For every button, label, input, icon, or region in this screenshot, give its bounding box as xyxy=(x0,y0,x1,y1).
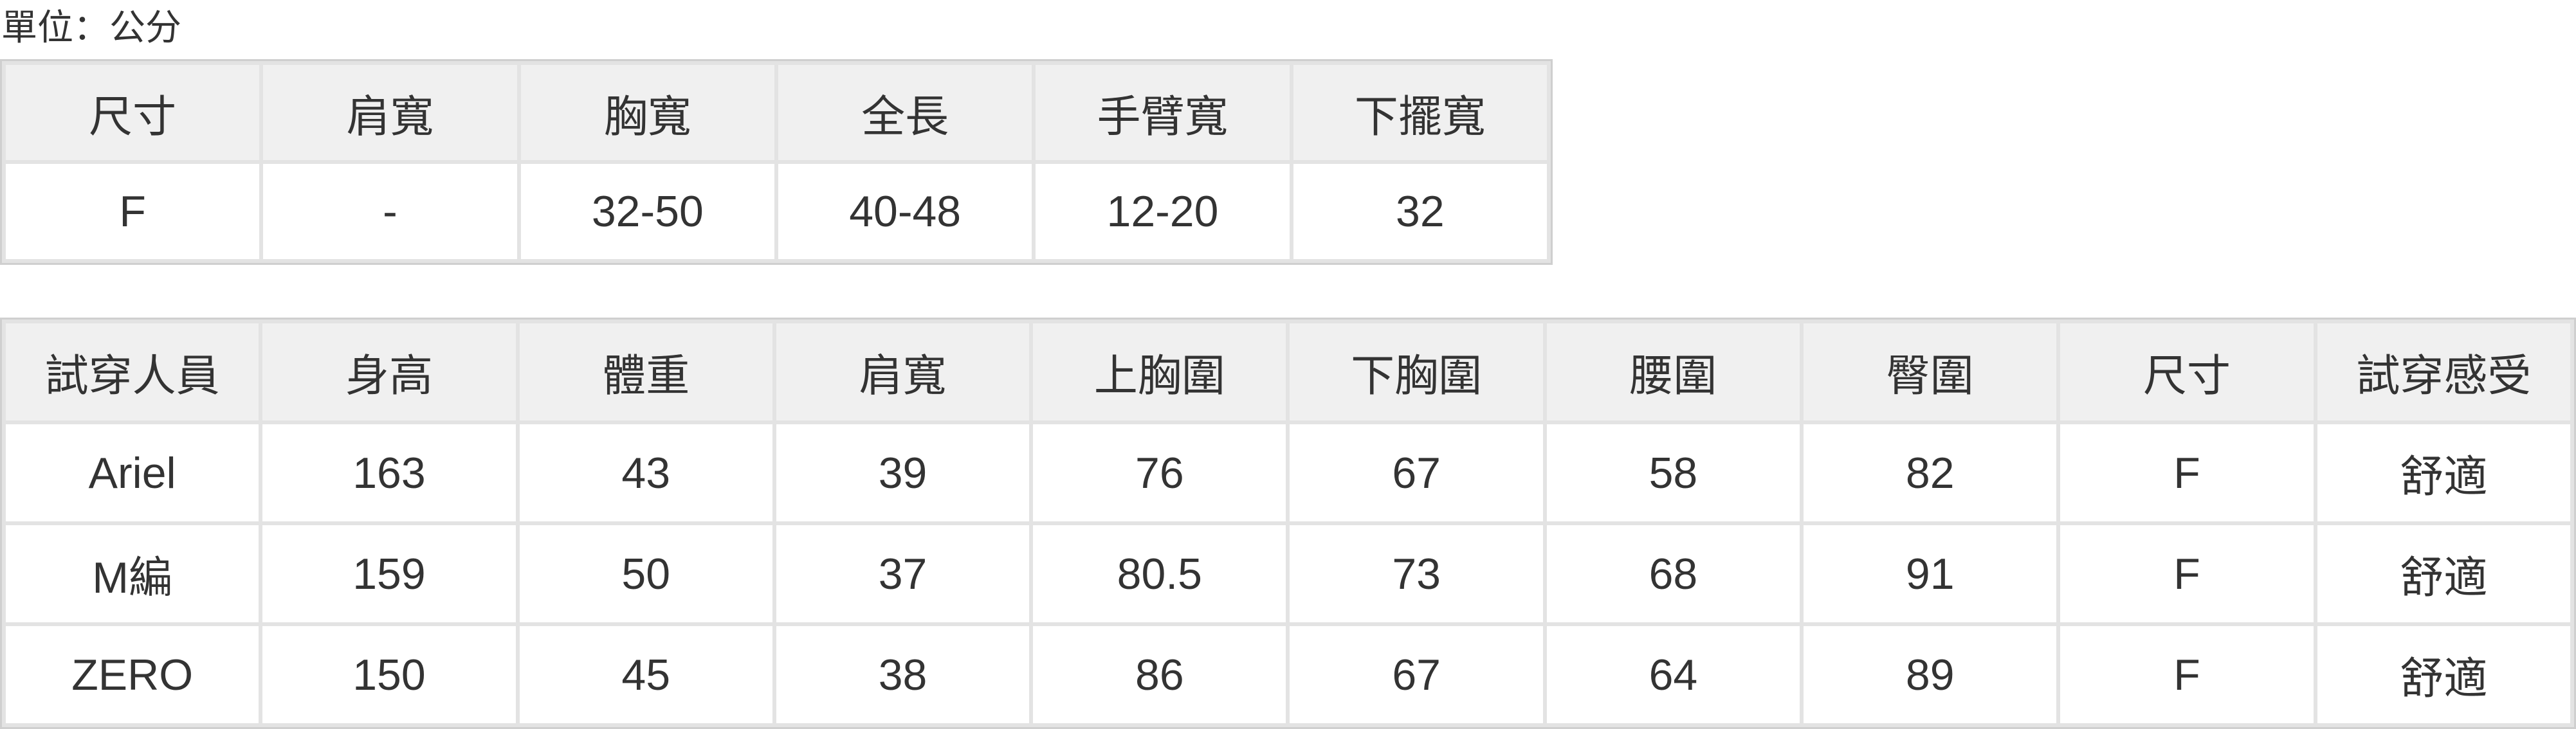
table-cell: 舒適 xyxy=(2317,525,2570,622)
column-header: 體重 xyxy=(519,323,772,420)
column-header: 肩寬 xyxy=(776,323,1030,420)
column-header: 臀圍 xyxy=(1804,323,2057,420)
table-cell: 39 xyxy=(776,424,1030,521)
column-header: 身高 xyxy=(262,323,516,420)
table-cell: F xyxy=(2060,424,2314,521)
column-header: 尺寸 xyxy=(6,65,260,160)
table-cell: 32 xyxy=(1293,164,1547,259)
table-cell: 37 xyxy=(776,525,1030,622)
table-row: F -32-50 40-48 12-20 32 xyxy=(6,164,1547,259)
table-cell: 163 xyxy=(262,424,516,521)
unit-label: 單位：公分 xyxy=(1,7,181,48)
table-cell: 150 xyxy=(262,626,516,723)
table-cell: 68 xyxy=(1546,525,1800,622)
size-table: 尺寸 肩寬 胸寬 全長 手臂寬 下擺寬 F -32-50 40-48 12-20 32 xyxy=(0,59,1553,265)
table-cell: 64 xyxy=(1546,626,1800,723)
table-cell: 43 xyxy=(519,424,772,521)
column-header: 全長 xyxy=(778,65,1032,160)
table-row: Ariel 163 43 39 76 67 58 82 F 舒適 xyxy=(6,424,2570,521)
table-cell: 67 xyxy=(1290,424,1543,521)
table-cell: F xyxy=(2060,525,2314,622)
table-cell: 舒適 xyxy=(2317,626,2570,723)
table-cell: 89 xyxy=(1804,626,2057,723)
fitting-table: 試穿人員 身高 體重 肩寬 上胸圍 下胸圍 腰圍 臀圍 尺寸 試穿感受 Ariel 163 43 39 76… xyxy=(0,318,2576,729)
column-header: 胸寬 xyxy=(520,65,774,160)
table-cell: F xyxy=(2060,626,2314,723)
table-cell: M編 xyxy=(6,525,259,622)
table-cell: F xyxy=(6,164,260,259)
table-row: M編 159 50 37 80.5 73 68 91 F 舒適 xyxy=(6,525,2570,622)
table-row: ZERO 150 45 38 86 67 64 89 F 舒適 xyxy=(6,626,2570,723)
table-cell: 91 xyxy=(1804,525,2057,622)
column-header: 上胸圍 xyxy=(1033,323,1286,420)
table-cell: ZERO xyxy=(6,626,259,723)
column-header: 下擺寬 xyxy=(1293,65,1547,160)
table-cell: 50 xyxy=(519,525,772,622)
header-row: 試穿人員 身高 體重 肩寬 上胸圍 下胸圍 腰圍 臀圍 尺寸 試穿感受 xyxy=(6,323,2570,420)
table-cell: 32-50 xyxy=(520,164,774,259)
table-cell: 38 xyxy=(776,626,1030,723)
table-cell: 40-48 xyxy=(778,164,1032,259)
table-cell: 80.5 xyxy=(1033,525,1286,622)
column-header: 肩寬 xyxy=(263,65,517,160)
table-cell: 舒適 xyxy=(2317,424,2570,521)
column-header: 下胸圍 xyxy=(1290,323,1543,420)
table-cell: 73 xyxy=(1290,525,1543,622)
table-cell: 58 xyxy=(1546,424,1800,521)
table-cell: Ariel xyxy=(6,424,259,521)
table-cell: 12-20 xyxy=(1036,164,1290,259)
column-header: 腰圍 xyxy=(1546,323,1800,420)
table-cell: 76 xyxy=(1033,424,1286,521)
table-cell: 45 xyxy=(519,626,772,723)
column-header: 手臂寬 xyxy=(1036,65,1290,160)
table-cell: 67 xyxy=(1290,626,1543,723)
table-cell: 159 xyxy=(262,525,516,622)
table-cell: 82 xyxy=(1804,424,2057,521)
table-cell: - xyxy=(263,164,517,259)
column-header: 尺寸 xyxy=(2060,323,2314,420)
header-row: 尺寸 肩寬 胸寬 全長 手臂寬 下擺寬 xyxy=(6,65,1547,160)
table-cell: 86 xyxy=(1033,626,1286,723)
column-header: 試穿感受 xyxy=(2317,323,2570,420)
column-header: 試穿人員 xyxy=(6,323,259,420)
